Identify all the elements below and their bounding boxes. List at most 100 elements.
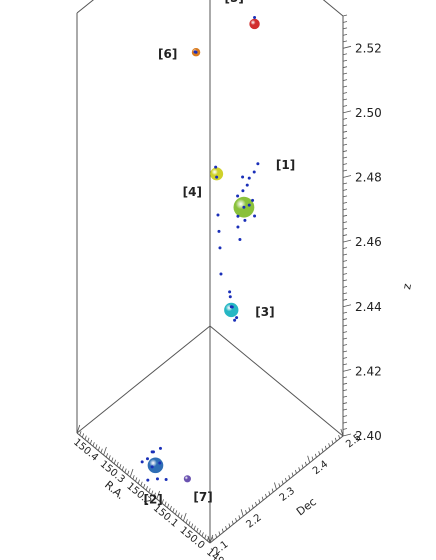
- ra-major-tick: [103, 446, 107, 456]
- member-point: [217, 229, 221, 233]
- z-minor-tick: [342, 40, 348, 43]
- ra-minor-tick: [164, 501, 167, 506]
- z-minor-tick: [342, 227, 348, 230]
- dec-minor-tick: [324, 445, 327, 450]
- ra-minor-tick: [185, 519, 188, 524]
- dec-minor-tick: [295, 469, 297, 474]
- ra-major-tick: [183, 512, 187, 522]
- z-minor-tick: [342, 298, 348, 301]
- top-left-edge: [76, 0, 94, 14]
- member-point: [140, 460, 144, 464]
- ra-minor-tick: [201, 532, 204, 537]
- dec-minor-tick: [245, 509, 247, 514]
- member-point: [230, 305, 234, 309]
- ra-minor-tick: [198, 530, 202, 535]
- z-minor-tick: [342, 105, 348, 107]
- z-minor-tick: [342, 150, 348, 153]
- group-label-7: [7]: [193, 490, 212, 504]
- group-label-1: [1]: [276, 158, 295, 172]
- dec-major-tick: [240, 509, 244, 517]
- z-minor-tick: [342, 421, 348, 424]
- ra-minor-tick: [180, 514, 183, 519]
- ra-minor-tick: [193, 525, 196, 530]
- dec-minor-tick: [231, 520, 234, 525]
- ra-minor-tick: [143, 483, 146, 489]
- member-point: [155, 477, 159, 481]
- member-point: [247, 203, 251, 207]
- z-minor-tick: [342, 363, 348, 366]
- z-major-tick: [342, 239, 352, 243]
- ra-minor-tick: [191, 523, 194, 528]
- ra-minor-tick: [167, 503, 170, 508]
- z-minor-tick: [342, 221, 348, 224]
- ra-major-tick: [156, 490, 160, 500]
- dec-minor-tick: [288, 475, 291, 479]
- member-point: [218, 246, 222, 250]
- z-minor-tick: [342, 415, 348, 418]
- dec-minor-tick: [225, 526, 228, 530]
- dec-major-tick: [307, 455, 311, 463]
- dec-minor-tick: [221, 528, 224, 533]
- member-point: [242, 205, 246, 209]
- group-sphere-7: [183, 475, 191, 483]
- dec-minor-tick: [235, 517, 237, 522]
- ra-minor-tick: [79, 431, 82, 436]
- ra-minor-tick: [153, 492, 156, 497]
- group-sphere-2: [147, 457, 164, 474]
- z-minor-tick: [342, 247, 348, 250]
- dec-minor-tick: [298, 467, 301, 471]
- z-minor-tick: [342, 208, 348, 211]
- ra-tick-label: 150.0: [177, 525, 206, 552]
- ra-minor-tick: [137, 479, 140, 484]
- dec-minor-tick: [291, 472, 294, 477]
- ra-minor-tick: [140, 481, 143, 486]
- ra-minor-tick: [111, 457, 114, 462]
- z-minor-tick: [342, 130, 348, 133]
- ra-minor-tick: [119, 464, 122, 469]
- dec-minor-tick: [271, 488, 274, 493]
- group-label-6: [6]: [158, 47, 177, 61]
- z-minor-tick: [342, 195, 348, 198]
- ra-minor-tick: [121, 466, 124, 471]
- member-point: [236, 214, 240, 218]
- z-minor-tick: [342, 72, 348, 75]
- ra-minor-tick: [108, 455, 111, 460]
- ra-tick-label: 150.1: [151, 503, 180, 530]
- member-point: [256, 162, 260, 166]
- ra-minor-tick: [105, 453, 109, 458]
- dec-minor-tick: [301, 464, 304, 469]
- z-minor-tick: [342, 292, 348, 295]
- group-label-4: [4]: [183, 185, 202, 199]
- z-minor-tick: [342, 382, 348, 385]
- dec-minor-tick: [285, 477, 287, 482]
- member-point: [245, 183, 249, 187]
- z-minor-tick: [342, 21, 348, 23]
- dec-minor-tick: [311, 456, 314, 461]
- z-minor-tick: [342, 350, 348, 353]
- z-major-tick: [342, 45, 352, 49]
- z-minor-tick: [342, 117, 348, 120]
- z-tick-label: 2.40: [355, 429, 382, 443]
- dec-major-tick: [207, 535, 211, 544]
- member-point: [228, 290, 232, 294]
- dec-minor-tick: [228, 523, 231, 528]
- member-point: [236, 225, 240, 229]
- member-point: [252, 170, 256, 174]
- member-point: [145, 457, 149, 461]
- back-left-floor-edge: [76, 325, 211, 434]
- z-minor-tick: [342, 189, 348, 191]
- ra-minor-tick: [148, 488, 151, 493]
- member-point: [216, 213, 220, 217]
- dec-minor-tick: [248, 507, 251, 512]
- z-tick-label: 2.44: [355, 300, 382, 314]
- member-point: [214, 165, 218, 169]
- ra-minor-tick: [127, 470, 130, 475]
- z-minor-tick: [342, 337, 348, 340]
- member-point: [253, 16, 257, 20]
- ra-minor-tick: [135, 477, 138, 482]
- group-label-3: [3]: [255, 305, 274, 319]
- z-minor-tick: [342, 169, 348, 172]
- ra-minor-tick: [204, 534, 207, 539]
- group-sphere-4: [210, 167, 224, 181]
- member-point: [215, 175, 219, 179]
